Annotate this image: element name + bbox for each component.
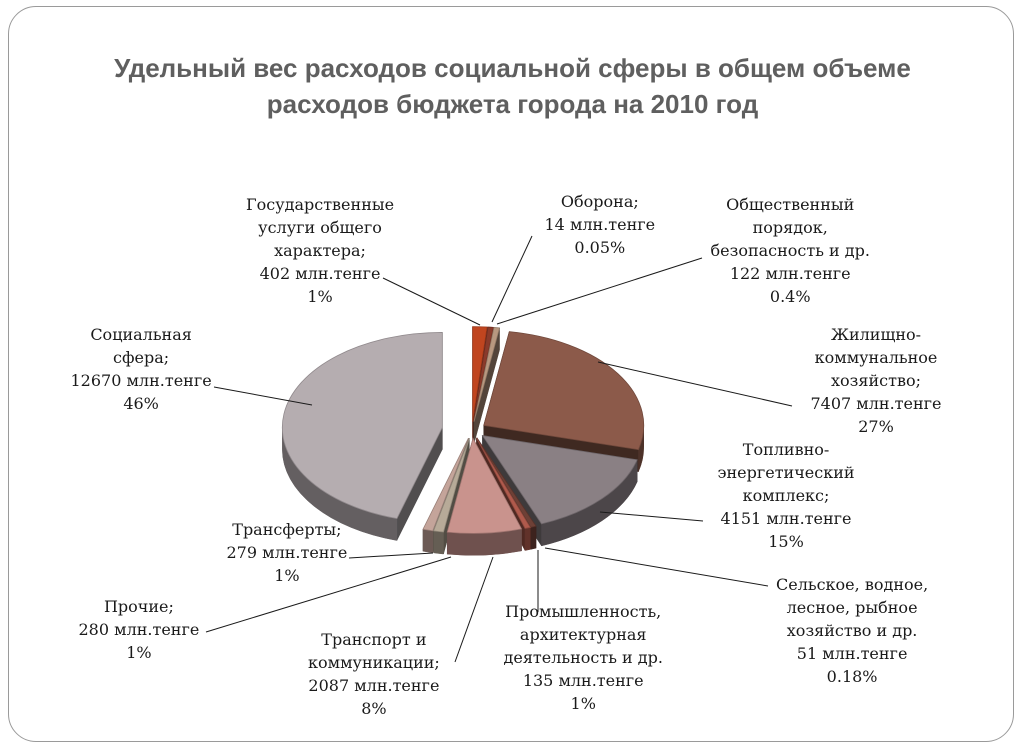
slice-label-0: Государственные услуги общего характера; 40… bbox=[246, 193, 394, 308]
slice-label-5: Сельское, водное, лесное, рыбное хозяйство… bbox=[776, 573, 928, 688]
pie-slice-1 bbox=[473, 326, 495, 422]
slice-label-3-line-2: хозяйство; bbox=[831, 371, 921, 390]
slice-label-8: Прочие; 280 млн.тенге 1% bbox=[79, 595, 200, 664]
slice-label-10-line-3: 46% bbox=[123, 394, 159, 413]
slice-label-0-line-3: 402 млн.тенге bbox=[259, 264, 381, 283]
slice-label-2: Общественный порядок, безопасность и др. 12… bbox=[711, 193, 870, 308]
chart-title-line-1: Удельный вес расходов социальной сферы в… bbox=[114, 53, 911, 83]
slice-label-5-line-3: 51 млн.тенге bbox=[796, 644, 908, 663]
slice-label-8-line-0: Прочие; bbox=[103, 597, 174, 616]
slice-label-10-line-1: сфера; bbox=[113, 348, 170, 367]
slice-label-3-line-0: Жилищно- bbox=[830, 325, 922, 344]
leader-line-9 bbox=[348, 552, 434, 559]
slice-label-9-line-1: 279 млн.тенге bbox=[226, 543, 348, 562]
slice-label-5-line-1: лесное, рыбное bbox=[786, 598, 918, 617]
slice-label-3-line-4: 27% bbox=[858, 417, 894, 436]
slice-label-8-line-1: 280 млн.тенге bbox=[78, 620, 200, 639]
slice-label-4-line-2: комплекс; bbox=[742, 486, 830, 505]
pie-slice-7 bbox=[446, 437, 523, 534]
slice-label-6-line-1: архитектурная bbox=[519, 625, 647, 644]
slice-label-10: Социальная сфера; 12670 млн.тенге 46% bbox=[71, 323, 212, 415]
slice-side-9 bbox=[422, 528, 434, 554]
slice-label-3: Жилищно-коммунальное хозяйство; 7407 млн.т… bbox=[811, 323, 942, 438]
pie-slice-2 bbox=[473, 327, 501, 422]
chart-title-line-2: расходов бюджета города на 2010 год bbox=[266, 89, 759, 119]
leader-line-4 bbox=[599, 511, 704, 522]
slice-label-3-line-3: 7407 млн.тенге bbox=[810, 394, 942, 413]
slice-label-5-line-2: хозяйство и др. bbox=[786, 621, 918, 640]
slice-label-9-line-2: 1% bbox=[274, 566, 300, 585]
leader-line-1 bbox=[491, 235, 533, 323]
slice-label-0-line-1: услуги общего bbox=[258, 218, 382, 237]
leader-line-3 bbox=[597, 361, 793, 407]
slice-label-7-line-2: 2087 млн.тенге bbox=[308, 676, 440, 695]
leader-line-8 bbox=[205, 556, 452, 633]
slice-label-5-line-4: 0.18% bbox=[826, 667, 878, 686]
pie-slice-8 bbox=[433, 438, 470, 533]
slice-label-6-line-4: 1% bbox=[570, 694, 596, 713]
leader-line-7 bbox=[454, 556, 494, 663]
slice-label-1-line-2: 0.05% bbox=[574, 238, 626, 257]
slice-label-7-line-3: 8% bbox=[361, 699, 387, 718]
leader-line-5 bbox=[544, 547, 769, 587]
slice-label-1-line-0: Оборона; bbox=[560, 192, 639, 211]
pie-slice-6 bbox=[476, 437, 531, 529]
slice-label-6-line-3: 135 млн.тенге bbox=[522, 671, 644, 690]
slice-label-6-line-2: деятельность и др. bbox=[503, 648, 663, 667]
slice-label-8-line-2: 1% bbox=[126, 643, 152, 662]
pie-slice-0 bbox=[472, 326, 488, 422]
slice-label-1-line-1: 14 млн.тенге bbox=[544, 215, 656, 234]
slice-label-1: Оборона; 14 млн.тенге 0.05% bbox=[545, 190, 656, 259]
slice-label-7-line-0: Транспорт и bbox=[321, 630, 427, 649]
pie-slice-10 bbox=[281, 332, 443, 519]
pie-slice-9 bbox=[422, 437, 469, 532]
slice-label-2-line-3: 122 млн.тенге bbox=[729, 264, 851, 283]
slice-label-4: Топливно-энергетический комплекс; 4151 млн… bbox=[718, 438, 855, 553]
slice-label-4-line-0: Топливно- bbox=[742, 440, 830, 459]
slice-label-2-line-2: безопасность и др. bbox=[710, 241, 870, 260]
slice-label-0-line-4: 1% bbox=[307, 287, 333, 306]
slice-label-4-line-3: 4151 млн.тенге bbox=[720, 509, 852, 528]
leader-line-10 bbox=[213, 386, 313, 406]
leader-line-0 bbox=[382, 277, 481, 326]
slice-label-7-line-1: коммуникации; bbox=[308, 653, 440, 672]
slice-label-9-line-0: Трансферты; bbox=[232, 520, 342, 539]
slice-label-2-line-4: 0.4% bbox=[769, 287, 811, 306]
slice-label-2-line-0: Общественный bbox=[726, 195, 855, 214]
slice-label-3-line-1: коммунальное bbox=[814, 348, 938, 367]
pie-slice-4 bbox=[481, 435, 638, 525]
chart-title: Удельный вес расходов социальной сферы в… bbox=[30, 50, 995, 122]
slice-label-7: Транспорт и коммуникации; 2087 млн.тенге 8% bbox=[308, 628, 440, 720]
slice-label-0-line-0: Государственные bbox=[246, 195, 395, 214]
pie-slice-3 bbox=[483, 331, 645, 451]
slice-side-8 bbox=[433, 530, 444, 555]
slice-label-5-line-0: Сельское, водное, bbox=[776, 575, 929, 594]
slice-label-2-line-1: порядок, bbox=[752, 218, 828, 237]
slice-label-0-line-2: характера; bbox=[274, 241, 366, 260]
slice-label-9: Трансферты; 279 млн.тенге 1% bbox=[227, 518, 348, 587]
leader-line-2 bbox=[496, 257, 703, 325]
slice-label-10-line-2: 12670 млн.тенге bbox=[70, 371, 212, 390]
slice-label-10-line-0: Социальная bbox=[90, 325, 192, 344]
slice-label-6-line-0: Промышленность, bbox=[505, 602, 662, 621]
slice-side-5 bbox=[530, 525, 537, 550]
pie-slice-5 bbox=[476, 437, 537, 528]
slice-label-6: Промышленность, архитектурная деятельность… bbox=[504, 600, 663, 715]
slice-side-6 bbox=[524, 527, 531, 551]
slice-label-4-line-4: 15% bbox=[768, 532, 804, 551]
slice-label-4-line-1: энергетический bbox=[717, 463, 855, 482]
